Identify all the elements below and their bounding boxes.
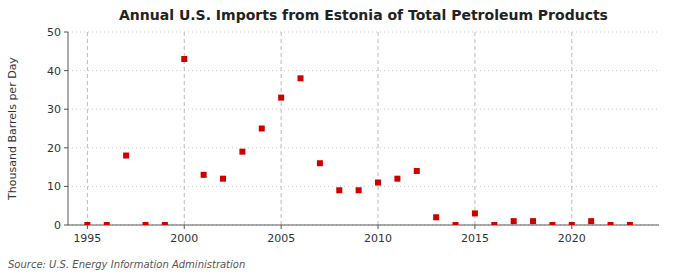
point	[336, 187, 342, 193]
y-tick-label: 10	[47, 180, 61, 193]
x-tick-label: 2005	[267, 232, 295, 245]
x-tick	[184, 225, 185, 229]
x-grid-line	[474, 32, 475, 225]
y-tick	[64, 32, 68, 33]
points	[84, 56, 633, 225]
y-axis-line	[68, 32, 69, 225]
point	[220, 176, 226, 182]
point	[278, 95, 284, 101]
point	[375, 180, 381, 186]
point	[588, 218, 594, 224]
background	[0, 0, 675, 275]
point	[84, 222, 90, 225]
point	[356, 187, 362, 193]
point	[472, 210, 478, 216]
x-tick	[474, 225, 475, 229]
y-tick-label: 50	[47, 26, 61, 39]
point	[433, 214, 439, 220]
y-tick-label: 20	[47, 142, 61, 155]
y-tick-label: 0	[54, 219, 61, 232]
y-tick	[64, 186, 68, 187]
x-grid-line	[87, 32, 88, 225]
x-tick-label: 1995	[73, 232, 101, 245]
point	[239, 149, 245, 155]
x-tick	[281, 225, 282, 229]
x-grid-line	[571, 32, 572, 225]
point	[530, 218, 536, 224]
point	[394, 176, 400, 182]
point	[104, 222, 110, 225]
point	[123, 153, 129, 159]
point	[569, 222, 575, 225]
x-tick-label: 2000	[170, 232, 198, 245]
point	[259, 126, 265, 132]
y-grid-line	[68, 32, 659, 33]
y-tick-label: 40	[47, 65, 61, 78]
y-axis-label: Thousand Barrels per Day	[6, 57, 19, 201]
y-tick	[64, 225, 68, 226]
x-tick	[571, 225, 572, 229]
point	[491, 222, 497, 225]
point	[317, 160, 323, 166]
y-grid-line	[68, 147, 659, 148]
chart-container: 0 10 20 30 40 50 1995 2000 2005 2010 2015 2020 Thous…	[0, 0, 675, 275]
point	[511, 218, 517, 224]
point	[414, 168, 420, 174]
grid	[68, 32, 659, 225]
x-grid-line	[378, 32, 379, 225]
point	[143, 222, 149, 225]
point	[162, 222, 168, 225]
chart-svg: 0 10 20 30 40 50 1995 2000 2005 2010 2015 2020 Thous…	[0, 0, 675, 275]
y-grid-line	[68, 186, 659, 187]
y-grid-line	[68, 70, 659, 71]
x-tick-label: 2020	[558, 232, 586, 245]
x-grid-line	[281, 32, 282, 225]
y-grid-line	[68, 109, 659, 110]
axes: 0 10 20 30 40 50 1995 2000 2005 2010 2015 2020	[47, 26, 659, 245]
point	[627, 222, 633, 225]
point	[608, 222, 614, 225]
x-tick	[378, 225, 379, 229]
x-tick-label: 2015	[461, 232, 489, 245]
source-note: Source: U.S. Energy Information Administ…	[8, 259, 245, 270]
x-tick	[87, 225, 88, 229]
point	[298, 75, 304, 81]
point	[549, 222, 555, 225]
y-tick-label: 30	[47, 103, 61, 116]
y-tick	[64, 147, 68, 148]
y-tick	[64, 109, 68, 110]
point	[201, 172, 207, 178]
x-tick-label: 2010	[364, 232, 392, 245]
point	[181, 56, 187, 62]
point	[453, 222, 459, 225]
y-tick	[64, 70, 68, 71]
title: Annual U.S. Imports from Estonia of Tota…	[119, 7, 608, 23]
